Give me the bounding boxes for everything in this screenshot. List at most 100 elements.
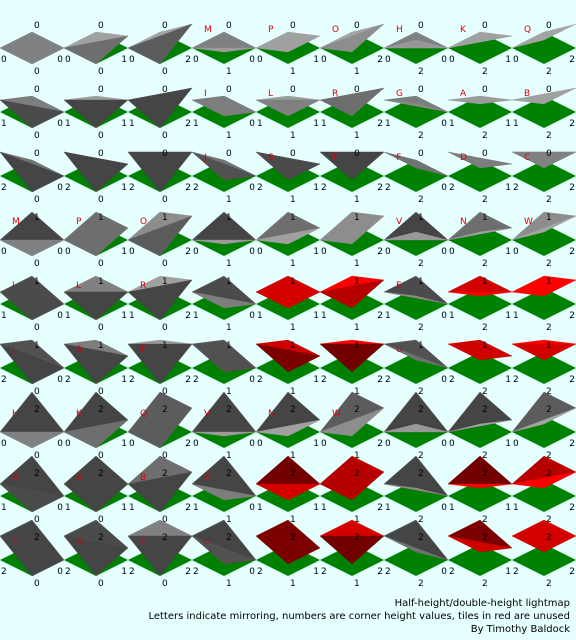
corner-east-value: 2 — [377, 503, 383, 513]
tile-face — [0, 99, 65, 129]
tile-face — [191, 483, 257, 501]
corner-north-value: 1 — [226, 277, 232, 287]
unused-tile-face — [319, 535, 385, 565]
corner-west-value: 1 — [65, 311, 71, 321]
corner-west-value: 2 — [385, 567, 391, 577]
corner-east-value: 1 — [505, 439, 511, 449]
tile-face — [127, 535, 193, 577]
tile: 0 1 0 2 V — [383, 211, 449, 269]
corner-west-value: 0 — [129, 55, 135, 65]
mirror-letter: R — [140, 281, 146, 291]
corner-east-value: 1 — [121, 439, 127, 449]
corner-west-value: 1 — [385, 503, 391, 513]
corner-south-value: 1 — [290, 259, 296, 269]
corner-west-value: 0 — [129, 439, 135, 449]
tile-face — [511, 87, 576, 105]
corner-north-value: 1 — [98, 277, 104, 287]
corner-south-value: 1 — [226, 579, 232, 589]
corner-south-value: 2 — [418, 131, 424, 141]
corner-south-value: 2 — [546, 451, 552, 461]
corner-west-value: 0 — [1, 55, 7, 65]
corner-south-value: 0 — [98, 195, 104, 205]
corner-south-value: 2 — [418, 515, 424, 525]
corner-north-value: 2 — [162, 405, 168, 415]
corner-south-value: 1 — [354, 131, 360, 141]
corner-east-value: 1 — [505, 183, 511, 193]
corner-west-value: 1 — [193, 311, 199, 321]
corner-north-value: 0 — [482, 21, 488, 31]
corner-west-value: 1 — [65, 119, 71, 129]
corner-west-value: 0 — [385, 247, 391, 257]
unused-tile-face — [255, 535, 321, 565]
corner-east-value: 2 — [185, 183, 191, 193]
tile: 1 1 2 0 R — [127, 275, 193, 333]
tile-face — [447, 151, 513, 169]
tile-face — [63, 419, 129, 449]
corner-east-value: 1 — [121, 119, 127, 129]
corner-north-value: 0 — [162, 149, 168, 159]
corner-west-value: 2 — [321, 183, 327, 193]
corner-south-value: 0 — [98, 451, 104, 461]
corner-south-value: 2 — [482, 387, 488, 397]
corner-north-value: 2 — [418, 533, 424, 543]
corner-east-value: 2 — [377, 311, 383, 321]
corner-east-value: 2 — [569, 119, 575, 129]
mirror-letter: R — [332, 89, 338, 99]
mirror-letter: A — [460, 89, 467, 99]
mirror-letter: B — [524, 89, 530, 99]
corner-north-value: 1 — [418, 341, 424, 351]
tile-face — [0, 391, 65, 433]
tile-face — [191, 31, 257, 49]
corner-north-value: 2 — [482, 533, 488, 543]
mirror-letter: F — [12, 537, 17, 547]
tile-face — [191, 391, 257, 433]
corner-south-value: 2 — [546, 387, 552, 397]
corner-north-value: 1 — [546, 341, 552, 351]
tile: 0 1 1 0 P — [63, 211, 129, 269]
tile: 0 1 2 0 O — [127, 211, 193, 269]
tile: 1 1 1 1 — [255, 275, 321, 333]
corner-south-value: 1 — [354, 195, 360, 205]
mirror-letter: B — [140, 473, 146, 483]
corner-west-value: 1 — [193, 503, 199, 513]
corner-north-value: 1 — [226, 213, 232, 223]
tile: 0 1 1 2 N — [447, 211, 513, 269]
corner-north-value: 0 — [418, 85, 424, 95]
tile-face — [191, 343, 257, 373]
corner-west-value: 1 — [257, 503, 263, 513]
corner-west-value: 2 — [129, 567, 135, 577]
corner-north-value: 0 — [354, 21, 360, 31]
unused-tile-face — [255, 291, 321, 309]
corner-east-value: 0 — [249, 375, 255, 385]
corner-south-value: 1 — [290, 195, 296, 205]
tile: 2 1 1 0 S — [63, 339, 129, 397]
corner-west-value: 0 — [65, 247, 71, 257]
corner-west-value: 0 — [449, 439, 455, 449]
corner-south-value: 2 — [482, 131, 488, 141]
corner-north-value: 2 — [34, 533, 40, 543]
tile: 0 1 0 1 — [191, 211, 257, 269]
corner-north-value: 1 — [546, 213, 552, 223]
corner-west-value: 2 — [513, 375, 519, 385]
corner-east-value: 1 — [313, 183, 319, 193]
mirror-letter: N — [460, 217, 467, 227]
mirror-letter: U — [396, 345, 403, 355]
corner-east-value: 1 — [121, 503, 127, 513]
tile: 2 2 0 2 — [383, 519, 449, 589]
mirror-letter: Q — [524, 25, 531, 35]
tile-face — [511, 407, 576, 433]
tile: 1 1 0 1 — [191, 275, 257, 333]
corner-north-value: 2 — [226, 469, 232, 479]
corner-north-value: 1 — [290, 341, 296, 351]
corner-north-value: 1 — [482, 213, 488, 223]
tile-face — [127, 87, 193, 129]
corner-south-value: 2 — [482, 67, 488, 77]
mirror-letter: O — [140, 217, 147, 227]
corner-south-value: 1 — [290, 387, 296, 397]
corner-north-value: 2 — [162, 533, 168, 543]
corner-south-value: 0 — [34, 259, 40, 269]
corner-east-value: 2 — [185, 311, 191, 321]
corner-south-value: 1 — [290, 67, 296, 77]
